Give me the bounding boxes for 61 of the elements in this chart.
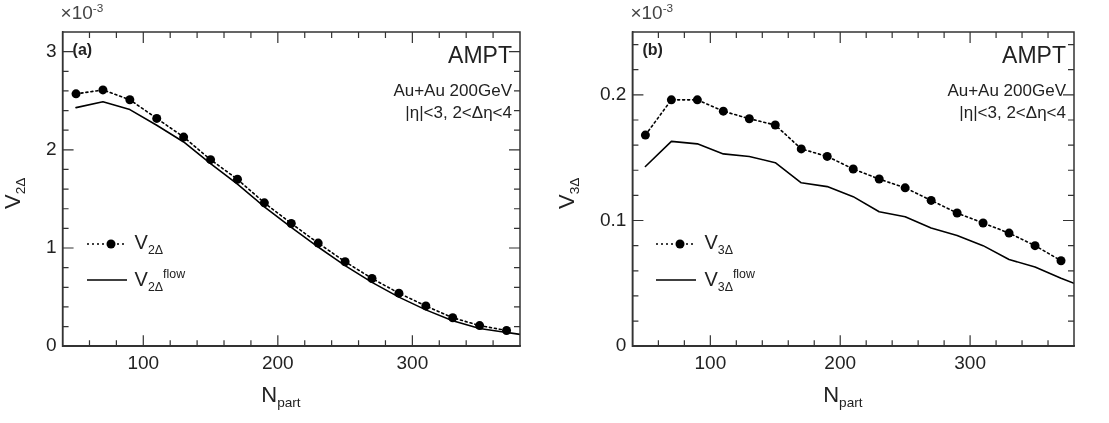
- point: [900, 183, 910, 193]
- x-axis-title: N$_{part}$: [261, 382, 301, 411]
- point: [394, 288, 404, 298]
- point: [952, 208, 962, 218]
- text: ×10$^{-3}$: [630, 1, 674, 24]
- point: [666, 95, 676, 105]
- x-tick-label: 100: [694, 351, 727, 373]
- annotation: |η|<3, 2<Δη<4: [959, 103, 1066, 122]
- point: [448, 313, 458, 323]
- point: [1056, 256, 1066, 266]
- point: [1030, 241, 1040, 251]
- point: [744, 114, 754, 124]
- x-tick-label: 200: [261, 351, 294, 373]
- point: [232, 174, 242, 184]
- point: [179, 132, 189, 142]
- x-tick-label: 100: [127, 351, 160, 373]
- point: [640, 130, 650, 140]
- text: ×10$^{-3}$: [60, 1, 104, 24]
- point: [125, 95, 135, 105]
- point: [502, 325, 512, 335]
- y-tick-label: 0.1: [599, 208, 627, 230]
- annotation: AMPT: [1002, 42, 1066, 68]
- point: [71, 89, 81, 99]
- y-tick-label: 0: [615, 334, 627, 356]
- point: [206, 155, 216, 165]
- point: [1004, 228, 1014, 238]
- y-tick-label: 1: [45, 236, 57, 258]
- legend-label: V$_{2Δ}$: [134, 231, 164, 258]
- annotation: Au+Au 200GeV: [393, 81, 512, 100]
- point: [313, 238, 323, 248]
- point: [421, 301, 431, 311]
- point: [259, 198, 269, 208]
- x-tick-label: 300: [396, 351, 429, 373]
- point: [692, 95, 702, 105]
- point: [718, 106, 728, 116]
- y-tick-label: 0.2: [599, 83, 627, 105]
- point: [340, 257, 350, 267]
- annotation: AMPT: [448, 42, 512, 68]
- point: [475, 321, 485, 331]
- y-tick-label: 0: [45, 334, 57, 356]
- point: [874, 174, 884, 184]
- point: [822, 151, 832, 161]
- x-tick-label: 200: [824, 351, 857, 373]
- annotation: (b): [642, 41, 663, 58]
- x-axis-title: N$_{part}$: [823, 382, 863, 411]
- annotation: Au+Au 200GeV: [947, 81, 1066, 100]
- y-tick-label: 2: [45, 138, 57, 160]
- x-tick-label: 300: [954, 351, 986, 373]
- point: [286, 218, 296, 228]
- point: [770, 120, 780, 130]
- point: [367, 273, 377, 283]
- annotation: (a): [72, 41, 93, 58]
- point: [98, 85, 108, 95]
- annotation: |η|<3, 2<Δη<4: [405, 103, 512, 122]
- point: [926, 195, 936, 205]
- point: [978, 218, 988, 228]
- y-tick-label: 3: [45, 39, 57, 61]
- point: [796, 144, 806, 154]
- point: [152, 113, 162, 123]
- point: [848, 164, 858, 174]
- legend-label: V$_{3Δ}$: [704, 231, 733, 258]
